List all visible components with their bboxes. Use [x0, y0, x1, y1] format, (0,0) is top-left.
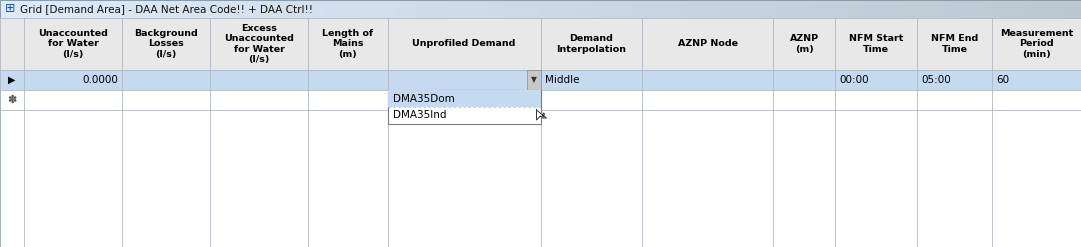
Bar — [388, 90, 540, 107]
Text: Grid [Demand Area] - DAA Net Area Code!! + DAA Ctrl!!: Grid [Demand Area] - DAA Net Area Code!!… — [21, 4, 313, 14]
Text: Length of
Mains
(m): Length of Mains (m) — [322, 29, 373, 59]
Text: DMA35Dom: DMA35Dom — [392, 94, 454, 103]
Text: Demand
Interpolation: Demand Interpolation — [557, 34, 627, 54]
Text: Middle: Middle — [545, 75, 579, 85]
Text: Background
Losses
(l/s): Background Losses (l/s) — [134, 29, 198, 59]
Text: DMA35Ind: DMA35Ind — [392, 110, 446, 121]
Text: ▶: ▶ — [9, 75, 16, 85]
Bar — [526, 70, 540, 90]
Text: Excess
Unaccounted
for Water
(l/s): Excess Unaccounted for Water (l/s) — [224, 24, 294, 64]
Bar — [388, 90, 540, 124]
Text: ✽: ✽ — [8, 95, 17, 105]
Bar — [0, 18, 1081, 70]
Text: 05:00: 05:00 — [921, 75, 951, 85]
Bar — [0, 0, 1081, 18]
Text: NFM End
Time: NFM End Time — [931, 34, 978, 54]
Text: NFM Start
Time: NFM Start Time — [849, 34, 904, 54]
Text: ⊞: ⊞ — [5, 2, 15, 16]
Text: Unprofiled Demand: Unprofiled Demand — [412, 40, 516, 48]
Text: AZNP Node: AZNP Node — [678, 40, 737, 48]
Bar — [0, 70, 1081, 90]
Text: 60: 60 — [997, 75, 1010, 85]
Text: Measurement
Period
(min): Measurement Period (min) — [1000, 29, 1073, 59]
Polygon shape — [536, 110, 547, 120]
Text: Unaccounted
for Water
(l/s): Unaccounted for Water (l/s) — [38, 29, 108, 59]
Text: 00:00: 00:00 — [839, 75, 869, 85]
Text: 0.0000: 0.0000 — [82, 75, 118, 85]
Text: AZNP
(m): AZNP (m) — [789, 34, 818, 54]
Text: ▼: ▼ — [531, 76, 536, 84]
